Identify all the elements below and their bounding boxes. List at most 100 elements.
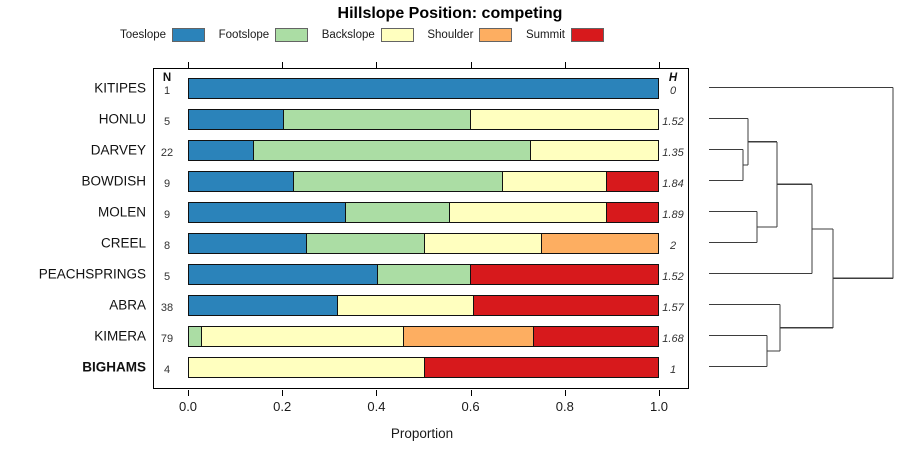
bar-segment-abra-toeslope xyxy=(189,296,338,315)
n-value-honlu: 5 xyxy=(163,116,171,128)
legend-swatch-summit-icon xyxy=(570,28,604,42)
n-value-kimera: 79 xyxy=(160,333,174,345)
bar-segment-kimera-backslope xyxy=(200,327,403,346)
x-axis-tick-bottom xyxy=(188,390,189,396)
bar-segment-honlu-backslope xyxy=(470,110,658,129)
bar-peachsprings xyxy=(188,264,659,285)
bar-segment-darvey-backslope xyxy=(529,141,658,160)
bar-segment-molen-footslope xyxy=(345,203,450,222)
bar-segment-creel-footslope xyxy=(306,234,424,253)
n-column-header: N xyxy=(162,71,172,84)
legend-item-summit: Summit xyxy=(526,28,604,42)
legend-swatch-toeslope-icon xyxy=(172,28,206,42)
bar-segment-bighams-backslope xyxy=(189,358,424,377)
bar-segment-bighams-summit xyxy=(423,358,658,377)
h-value-kimera: 1.68 xyxy=(662,333,684,345)
bar-segment-honlu-toeslope xyxy=(189,110,283,129)
x-axis-tick-top xyxy=(470,62,472,68)
bar-segment-darvey-footslope xyxy=(252,141,530,160)
bar-creel xyxy=(188,233,659,254)
bar-segment-bowdish-toeslope xyxy=(189,172,294,191)
bar-kitipes xyxy=(188,78,659,99)
n-value-abra: 38 xyxy=(160,302,174,314)
h-value-creel: 2 xyxy=(669,240,677,252)
x-axis-tick-bottom xyxy=(282,390,284,396)
x-axis-tick-top xyxy=(188,62,189,68)
n-value-molen: 9 xyxy=(163,209,171,221)
bar-segment-creel-backslope xyxy=(423,234,541,253)
x-axis-tick-label: 0.0 xyxy=(178,399,198,414)
legend-label-backslope: Backslope xyxy=(321,29,375,41)
bar-abra xyxy=(188,295,659,316)
x-axis-tick-label: 1.0 xyxy=(649,399,669,414)
x-axis-tick-bottom xyxy=(659,390,660,396)
x-axis-tick-top xyxy=(376,62,378,68)
bar-segment-kitipes-toeslope xyxy=(189,79,658,98)
legend: Toeslope Footslope Backslope Shoulder Summit xyxy=(120,27,604,43)
legend-item-footslope: Footslope xyxy=(219,28,309,42)
legend-label-summit: Summit xyxy=(525,29,565,41)
bar-segment-bowdish-summit xyxy=(605,172,658,191)
n-value-bowdish: 9 xyxy=(163,178,171,190)
h-value-abra: 1.57 xyxy=(662,302,684,314)
row-label-peachsprings: PEACHSPRINGS xyxy=(38,266,146,281)
bar-segment-creel-shoulder xyxy=(540,234,658,253)
legend-label-toeslope: Toeslope xyxy=(120,29,167,41)
row-label-molen: MOLEN xyxy=(97,204,146,219)
bar-segment-kimera-shoulder xyxy=(402,327,534,346)
row-label-darvey: DARVEY xyxy=(90,142,146,157)
row-label-bowdish: BOWDISH xyxy=(81,173,146,188)
n-value-peachsprings: 5 xyxy=(163,271,171,283)
bar-segment-bowdish-backslope xyxy=(501,172,606,191)
row-label-creel: CREEL xyxy=(100,235,146,250)
h-column-header: H xyxy=(668,71,678,84)
x-axis-tick-top xyxy=(659,62,660,68)
bar-segment-kimera-summit xyxy=(533,327,658,346)
row-label-honlu: HONLU xyxy=(98,111,146,126)
x-axis-tick-label: 0.4 xyxy=(367,399,386,414)
x-axis-tick-bottom xyxy=(564,390,566,396)
h-value-peachsprings: 1.52 xyxy=(662,271,684,283)
bar-segment-honlu-footslope xyxy=(282,110,471,129)
bar-segment-bowdish-footslope xyxy=(293,172,502,191)
x-axis-tick-bottom xyxy=(470,390,472,396)
bar-segment-abra-summit xyxy=(472,296,658,315)
h-value-honlu: 1.52 xyxy=(662,116,684,128)
legend-swatch-footslope-icon xyxy=(275,28,309,42)
dendrogram xyxy=(709,86,894,368)
bar-segment-molen-backslope xyxy=(449,203,606,222)
legend-label-shoulder: Shoulder xyxy=(427,29,474,41)
bar-molen xyxy=(188,202,659,223)
x-axis-tick-label: 0.8 xyxy=(555,399,574,414)
bar-segment-molen-summit xyxy=(605,203,658,222)
n-value-creel: 8 xyxy=(163,240,171,252)
legend-swatch-shoulder-icon xyxy=(479,28,513,42)
legend-item-toeslope: Toeslope xyxy=(120,28,206,42)
x-axis-tick-label: 0.6 xyxy=(461,399,480,414)
plot-area: 0.0 0.2 0.4 0.6 0.8 1.0 xyxy=(153,62,689,414)
x-axis-tick-bottom xyxy=(376,390,378,396)
h-value-darvey: 1.35 xyxy=(662,147,684,159)
x-axis-tick-label: 0.2 xyxy=(273,399,292,414)
bar-segment-kimera-footslope xyxy=(189,327,201,346)
row-label-abra: ABRA xyxy=(109,297,146,312)
bar-bowdish xyxy=(188,171,659,192)
x-axis-tick-top xyxy=(282,62,284,68)
h-value-molen: 1.89 xyxy=(662,209,684,221)
legend-label-footslope: Footslope xyxy=(218,29,270,41)
n-value-kitipes: 1 xyxy=(163,85,171,97)
bar-segment-darvey-toeslope xyxy=(189,141,253,160)
x-axis-title: Proportion xyxy=(390,426,454,441)
bar-segment-peachsprings-toeslope xyxy=(189,265,377,284)
bar-kimera xyxy=(188,326,659,347)
bar-segment-peachsprings-footslope xyxy=(376,265,471,284)
bar-bighams xyxy=(188,357,659,378)
row-label-bighams: BIGHAMS xyxy=(82,359,146,374)
legend-swatch-backslope-icon xyxy=(380,28,414,42)
h-value-kitipes: 0 xyxy=(669,85,677,97)
chart-title: Hillslope Position: competing xyxy=(337,5,563,22)
h-value-bowdish: 1.84 xyxy=(662,178,684,190)
legend-item-backslope: Backslope xyxy=(322,28,414,42)
bar-segment-molen-toeslope xyxy=(189,203,346,222)
